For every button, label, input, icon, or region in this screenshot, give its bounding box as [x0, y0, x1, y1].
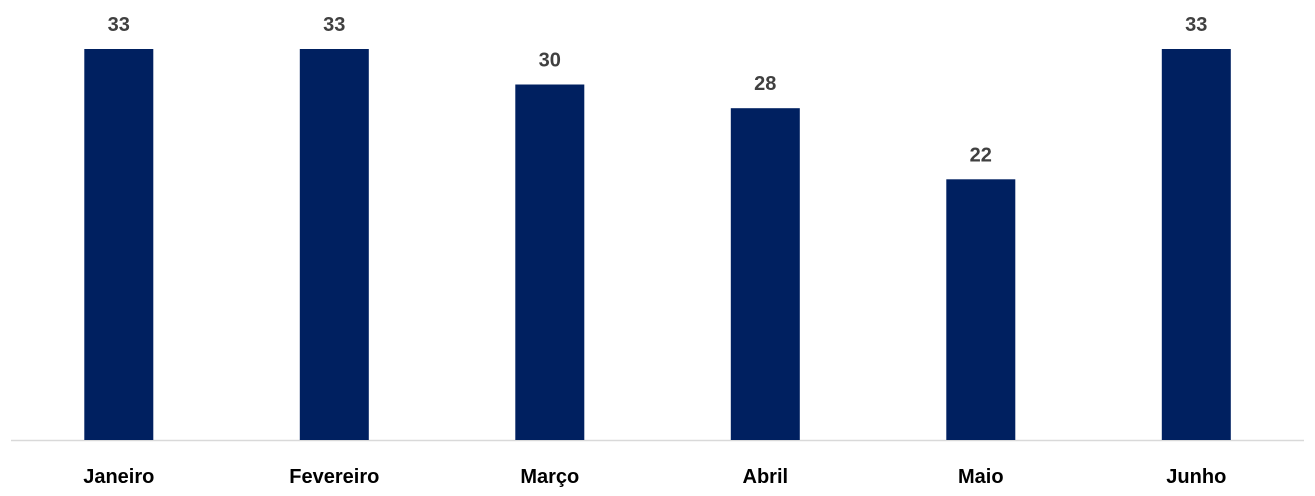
bar-3: [730, 108, 800, 440]
x-tick-label-4: Maio: [958, 466, 1004, 488]
bar-1: [299, 49, 369, 440]
x-tick-label-5: Junho: [1166, 466, 1226, 488]
x-tick-label-0: Janeiro: [83, 466, 154, 488]
bar-4: [946, 179, 1016, 441]
x-tick-label-2: Março: [520, 466, 579, 488]
data-label-4: 22: [970, 144, 992, 166]
x-tick-labels-group: Janeiro Fevereiro Março Abril Maio Junho: [83, 466, 1226, 488]
data-label-5: 33: [1185, 14, 1207, 36]
bar-5: [1161, 49, 1231, 440]
data-label-1: 33: [323, 14, 345, 36]
data-labels-group: 33 33 30 28 22 33: [108, 14, 1208, 166]
data-label-2: 30: [539, 50, 561, 72]
bar-2: [515, 84, 585, 440]
x-tick-label-3: Abril: [743, 466, 789, 488]
bars-group: [84, 49, 1231, 441]
data-label-0: 33: [108, 14, 130, 36]
data-label-3: 28: [754, 73, 776, 95]
bar-0: [84, 49, 154, 440]
x-tick-label-1: Fevereiro: [289, 466, 379, 488]
